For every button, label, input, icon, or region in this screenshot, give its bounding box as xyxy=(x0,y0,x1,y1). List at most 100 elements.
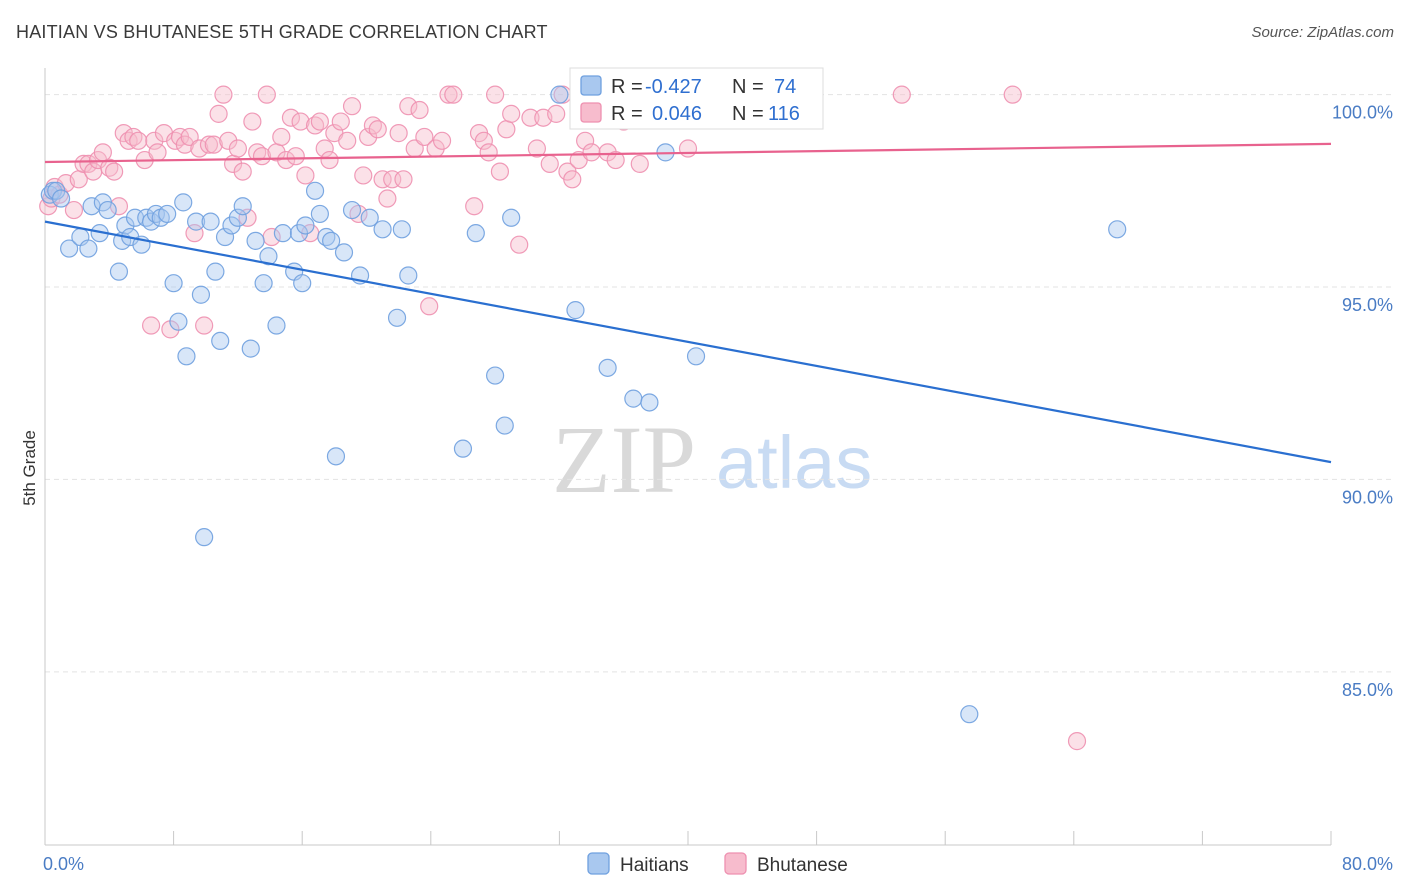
haitians-point xyxy=(116,216,135,235)
haitians-point xyxy=(259,247,278,266)
bhutanese-point xyxy=(219,131,238,150)
haitians-point xyxy=(296,216,315,235)
bhutanese-point xyxy=(479,143,498,162)
haitians-point xyxy=(305,181,325,200)
bhutanese-point xyxy=(378,189,397,208)
y-tick-label: 90.0% xyxy=(1342,487,1393,507)
bhutanese-point xyxy=(521,108,540,127)
haitians-point xyxy=(640,393,659,412)
bhutanese-point xyxy=(252,147,272,166)
bhutanese-point xyxy=(93,143,112,162)
bhutanese-r-value: 0.046 xyxy=(652,103,702,125)
bhutanese-point xyxy=(497,120,516,139)
bhutanese-point xyxy=(233,162,252,181)
bhutanese-point xyxy=(310,112,329,131)
bhutanese-point xyxy=(238,208,257,227)
bhutanese-point xyxy=(420,297,439,316)
bhutanese-point xyxy=(277,150,296,170)
bhutanese-point xyxy=(474,131,493,150)
haitians-n-value: 74 xyxy=(774,76,796,98)
bhutanese-point xyxy=(354,166,373,185)
haitians-point xyxy=(109,262,129,281)
series-legend: Haitians Bhutanese xyxy=(587,852,848,876)
bhutanese-point xyxy=(141,316,161,335)
bhutanese-point xyxy=(243,112,262,131)
bhutanese-point xyxy=(272,127,291,147)
bhutanese-trend-line xyxy=(44,142,1332,164)
haitians-point xyxy=(598,358,617,377)
haitians-point xyxy=(466,224,485,243)
haitians-point xyxy=(686,347,706,366)
bhutanese-point xyxy=(373,170,392,189)
bhutanese-point xyxy=(389,124,408,143)
haitians-point xyxy=(273,224,293,243)
haitians-point xyxy=(960,705,979,724)
bhutanese-point xyxy=(338,131,357,150)
haitians-point xyxy=(502,208,521,227)
haitians-point xyxy=(342,200,362,220)
bhutanese-point xyxy=(286,147,305,166)
haitians-point xyxy=(254,274,273,293)
x-tick-label: 0.0% xyxy=(43,854,84,874)
haitians-point xyxy=(326,447,346,466)
haitians-point xyxy=(360,208,379,227)
haitians-point xyxy=(228,208,247,227)
bhutanese-point xyxy=(439,85,458,104)
haitians-point xyxy=(215,227,235,247)
bhutanese-point xyxy=(291,112,310,131)
bhutanese-point xyxy=(892,85,911,104)
haitians-point xyxy=(566,301,585,320)
haitians-point xyxy=(201,212,220,231)
bhutanese-point xyxy=(582,143,601,162)
haitians-point xyxy=(1108,220,1127,239)
legend-haitians-swatch xyxy=(587,852,610,875)
haitians-point xyxy=(98,200,117,220)
haitians-point xyxy=(322,231,341,250)
bhutanese-point xyxy=(64,200,84,220)
haitians-point xyxy=(241,339,260,358)
x-tick-label: 80.0% xyxy=(1342,854,1393,874)
y-tick-label: 100.0% xyxy=(1332,103,1393,123)
chart-title: HAITIAN VS BHUTANESE 5TH GRADE CORRELATI… xyxy=(16,22,548,42)
haitians-point xyxy=(267,316,286,335)
bhutanese-point xyxy=(148,143,167,162)
haitians-point xyxy=(195,528,214,547)
bhutanese-n-value: 116 xyxy=(768,103,800,125)
bhutanese-point xyxy=(209,104,228,123)
bhutanese-point xyxy=(359,127,378,147)
bhutanese-point xyxy=(444,85,463,104)
gridlines xyxy=(45,94,1392,673)
haitians-point xyxy=(191,285,211,304)
haitians-point xyxy=(211,331,230,351)
bhutanese-swatch xyxy=(580,102,602,123)
bhutanese-point xyxy=(185,224,204,243)
legend-haitians-label: Haitians xyxy=(620,855,689,876)
bhutanese-point xyxy=(145,131,164,150)
haitians-point xyxy=(486,366,505,385)
stats-legend: R = -0.427 N = 74 R = 0.046 N = 116 xyxy=(569,67,824,130)
haitians-point xyxy=(550,85,569,104)
bhutanese-point xyxy=(296,166,315,185)
haitians-n-label: N = xyxy=(732,76,764,98)
haitians-point xyxy=(246,231,265,250)
haitians-point xyxy=(293,274,312,293)
y-tick-label: 85.0% xyxy=(1342,680,1393,700)
haitians-swatch xyxy=(580,75,602,96)
bhutanese-point xyxy=(394,170,413,189)
bhutanese-point xyxy=(510,235,529,254)
source-credit: Source: ZipAtlas.com xyxy=(1251,24,1394,41)
trend-lines xyxy=(44,142,1332,464)
bhutanese-point xyxy=(281,108,301,127)
bhutanese-point xyxy=(105,162,124,181)
bhutanese-point xyxy=(129,131,148,150)
legend-bhutanese-label: Bhutanese xyxy=(757,855,848,876)
bhutanese-point xyxy=(228,139,247,158)
haitians-point xyxy=(233,197,252,216)
haitians-point xyxy=(392,220,411,239)
bhutanese-point xyxy=(190,139,209,158)
y-axis-label: 5th Grade xyxy=(20,430,39,506)
bhutanese-point xyxy=(410,100,429,120)
x-tick-labels: 0.0% 80.0% xyxy=(43,854,1393,874)
bhutanese-point xyxy=(547,104,566,123)
